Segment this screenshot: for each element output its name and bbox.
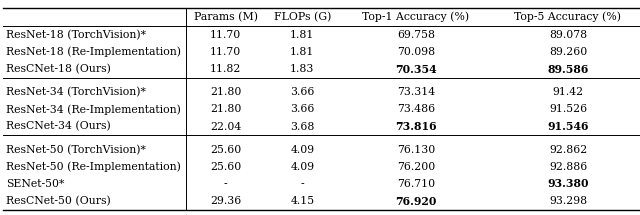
Text: 91.526: 91.526 — [549, 104, 587, 114]
Text: 3.66: 3.66 — [290, 104, 315, 114]
Text: 22.04: 22.04 — [210, 121, 241, 132]
Text: 3.66: 3.66 — [290, 87, 315, 97]
Text: ResCNet-34 (Ours): ResCNet-34 (Ours) — [6, 121, 111, 132]
Text: 73.816: 73.816 — [395, 121, 437, 132]
Text: 70.098: 70.098 — [397, 47, 435, 57]
Text: ResCNet-50 (Ours): ResCNet-50 (Ours) — [6, 196, 111, 206]
Text: 73.314: 73.314 — [397, 87, 435, 97]
Text: 21.80: 21.80 — [210, 87, 241, 97]
Text: 25.60: 25.60 — [210, 145, 241, 155]
Text: 11.70: 11.70 — [210, 30, 241, 40]
Text: ResNet-50 (Re-Implementation): ResNet-50 (Re-Implementation) — [6, 161, 181, 172]
Text: 70.354: 70.354 — [395, 64, 437, 75]
Text: ResCNet-18 (Ours): ResCNet-18 (Ours) — [6, 64, 111, 74]
Text: ResNet-18 (Re-Implementation): ResNet-18 (Re-Implementation) — [6, 47, 181, 57]
Text: 11.82: 11.82 — [210, 64, 241, 74]
Text: ResNet-34 (TorchVision)*: ResNet-34 (TorchVision)* — [6, 87, 147, 97]
Text: 11.70: 11.70 — [210, 47, 241, 57]
Text: 76.200: 76.200 — [397, 162, 435, 172]
Text: 93.298: 93.298 — [549, 196, 587, 206]
Text: ResNet-34 (Re-Implementation): ResNet-34 (Re-Implementation) — [6, 104, 181, 115]
Text: 92.886: 92.886 — [549, 162, 587, 172]
Text: 25.60: 25.60 — [210, 162, 241, 172]
Text: Top-5 Accuracy (%): Top-5 Accuracy (%) — [515, 12, 621, 22]
Text: 76.710: 76.710 — [397, 179, 435, 189]
Text: 73.486: 73.486 — [397, 104, 435, 114]
Text: 3.68: 3.68 — [290, 121, 315, 132]
Text: 1.83: 1.83 — [290, 64, 315, 74]
Text: 4.15: 4.15 — [291, 196, 314, 206]
Text: 76.920: 76.920 — [396, 196, 436, 207]
Text: Top-1 Accuracy (%): Top-1 Accuracy (%) — [362, 12, 470, 22]
Text: ResNet-18 (TorchVision)*: ResNet-18 (TorchVision)* — [6, 30, 147, 40]
Text: -: - — [224, 179, 227, 189]
Text: 21.80: 21.80 — [210, 104, 241, 114]
Text: 69.758: 69.758 — [397, 30, 435, 40]
Text: FLOPs (G): FLOPs (G) — [274, 12, 331, 22]
Text: ResNet-50 (TorchVision)*: ResNet-50 (TorchVision)* — [6, 144, 147, 155]
Text: 1.81: 1.81 — [290, 30, 315, 40]
Text: 89.586: 89.586 — [547, 64, 589, 75]
Text: SENet-50*: SENet-50* — [6, 179, 65, 189]
Text: 4.09: 4.09 — [291, 162, 314, 172]
Text: 76.130: 76.130 — [397, 145, 435, 155]
Text: 91.42: 91.42 — [552, 87, 584, 97]
Text: 1.81: 1.81 — [290, 47, 315, 57]
Text: 91.546: 91.546 — [547, 121, 589, 132]
Text: 29.36: 29.36 — [210, 196, 241, 206]
Text: -: - — [301, 179, 304, 189]
Text: Params (M): Params (M) — [193, 12, 258, 22]
Text: 92.862: 92.862 — [549, 145, 587, 155]
Text: 4.09: 4.09 — [291, 145, 314, 155]
Text: 93.380: 93.380 — [547, 178, 589, 189]
Text: 89.260: 89.260 — [549, 47, 587, 57]
Text: 89.078: 89.078 — [549, 30, 587, 40]
